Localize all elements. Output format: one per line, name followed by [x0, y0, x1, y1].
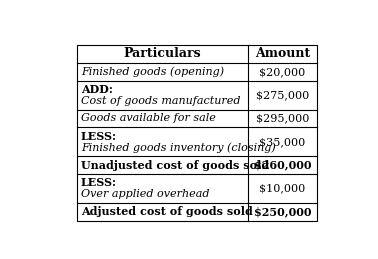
Text: Adjusted cost of goods sold: Adjusted cost of goods sold — [81, 206, 253, 217]
Text: Finished goods (opening): Finished goods (opening) — [81, 67, 224, 77]
Text: Finished goods inventory (closing): Finished goods inventory (closing) — [81, 142, 276, 153]
Text: Goods available for sale: Goods available for sale — [81, 113, 216, 124]
Text: $35,000: $35,000 — [259, 137, 306, 147]
Text: $250,000: $250,000 — [254, 206, 311, 217]
Text: Cost of goods manufactured: Cost of goods manufactured — [81, 96, 240, 106]
Text: Particulars: Particulars — [124, 47, 201, 61]
Text: $295,000: $295,000 — [256, 113, 309, 124]
Text: Unadjusted cost of goods sold: Unadjusted cost of goods sold — [81, 160, 269, 170]
Text: LESS:: LESS: — [81, 177, 117, 188]
Text: $275,000: $275,000 — [256, 90, 309, 100]
Text: $20,000: $20,000 — [259, 67, 306, 77]
Text: Amount: Amount — [255, 47, 310, 61]
Text: ADD:: ADD: — [81, 84, 113, 95]
Text: Over applied overhead: Over applied overhead — [81, 189, 209, 199]
Text: $10,000: $10,000 — [259, 183, 306, 193]
Text: $260,000: $260,000 — [254, 160, 311, 170]
Text: LESS:: LESS: — [81, 131, 117, 141]
Bar — [76, 45, 317, 221]
